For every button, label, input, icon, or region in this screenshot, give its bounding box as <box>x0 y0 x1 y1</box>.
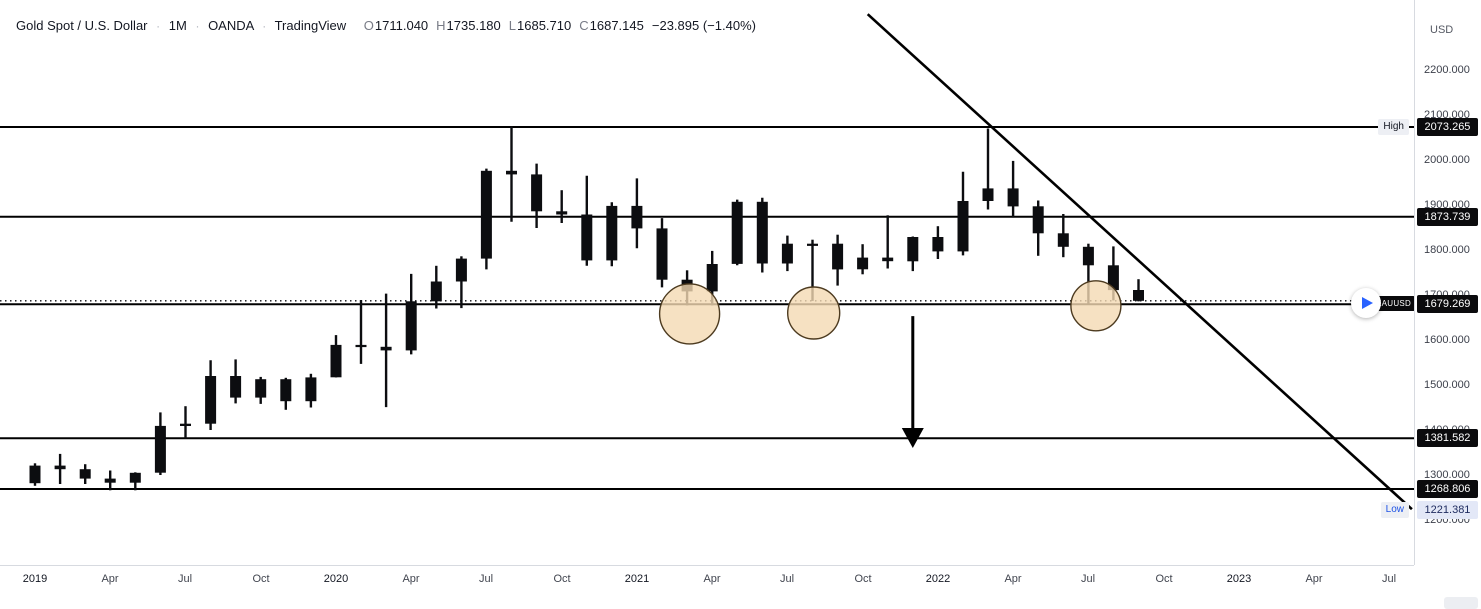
time-tick-label: 2021 <box>624 573 650 585</box>
time-tick-label: 2020 <box>323 573 349 585</box>
low-value: 1685.710 <box>517 18 572 33</box>
price-line-badge[interactable]: 1381.582 <box>1417 429 1478 447</box>
open-key: O <box>363 18 374 33</box>
currency-label: USD <box>1430 24 1454 36</box>
axis-corner <box>1415 566 1481 609</box>
close-value: 1687.145 <box>589 18 644 33</box>
price-tick-label: 1800.000 <box>1424 244 1470 256</box>
time-tick-label: Apr <box>1305 573 1323 585</box>
time-tick-label: Jul <box>177 573 193 585</box>
legend-separator: · <box>262 19 267 33</box>
price-line-tag[interactable]: High <box>1378 119 1409 135</box>
change-value: −23.895 (−1.40%) <box>651 18 756 33</box>
close-key: C <box>579 18 589 33</box>
time-tick-label: Jul <box>1381 573 1397 585</box>
time-axis[interactable]: 2019 Apr Jul Oct 2020 Apr Jul Oct 2021 Apr Jul Oct 2… <box>0 565 1414 608</box>
time-tick-label: Oct <box>854 573 872 585</box>
price-tick-label: 2000.000 <box>1424 154 1470 166</box>
price-chart[interactable]: Gold Spot / U.S. Dollar · 1M · OANDA · T… <box>0 0 1414 565</box>
ellipse-annotation[interactable] <box>787 286 841 340</box>
ohlc-values: O1711.040 H1735.180 L1685.710 C1687.145 −23.… <box>356 18 756 33</box>
price-line-tag[interactable]: Low <box>1380 502 1409 518</box>
open-value: 1711.040 <box>374 18 429 33</box>
price-line-badge[interactable]: 1679.269 <box>1417 295 1478 313</box>
trendline[interactable] <box>866 13 1413 511</box>
brand-label: TradingView <box>274 18 347 33</box>
price-tick-label: 1500.000 <box>1424 379 1470 391</box>
price-axis[interactable]: USD 2200.000 2100.000 2000.000 1900.000 1800… <box>1414 0 1481 565</box>
time-tick-label: Jul <box>478 573 494 585</box>
time-tick-label: Apr <box>402 573 420 585</box>
price-tick-label: 1300.000 <box>1424 469 1470 481</box>
play-button[interactable] <box>1351 288 1381 318</box>
time-tick-label: Apr <box>703 573 721 585</box>
low-key: L <box>508 18 517 33</box>
symbol-price-tag: XAUUSD <box>1372 296 1414 311</box>
high-key: H <box>436 18 446 33</box>
candlestick-series[interactable] <box>29 126 1145 491</box>
time-tick-label: Oct <box>1155 573 1173 585</box>
exchange-label: OANDA <box>208 18 254 33</box>
play-icon <box>1362 297 1373 309</box>
time-tick-label: Oct <box>252 573 270 585</box>
price-line-badge[interactable]: 1873.739 <box>1417 208 1478 226</box>
chart-legend: Gold Spot / U.S. Dollar · 1M · OANDA · T… <box>16 18 756 33</box>
legend-separator: · <box>195 19 200 33</box>
high-value: 1735.180 <box>446 18 501 33</box>
price-tick-label: 1600.000 <box>1424 334 1470 346</box>
price-tick-label: 2200.000 <box>1424 64 1470 76</box>
price-line-badge[interactable]: 1268.806 <box>1417 480 1478 498</box>
replay-control: XAUUSD <box>1351 288 1414 319</box>
time-tick-label: 2023 <box>1226 573 1252 585</box>
time-tick-label: Oct <box>553 573 571 585</box>
time-tick-label: Apr <box>101 573 119 585</box>
time-tick-label: 2022 <box>925 573 951 585</box>
time-tick-label: Jul <box>779 573 795 585</box>
price-line-badge[interactable]: 2073.265 <box>1417 118 1478 136</box>
price-line-badge[interactable]: 1221.381 <box>1417 501 1478 519</box>
ellipse-annotation[interactable] <box>658 283 721 345</box>
down-arrow-annotation[interactable] <box>901 316 924 448</box>
interval-label[interactable]: 1M <box>168 18 187 33</box>
legend-separator: · <box>156 19 161 33</box>
time-tick-label: 2019 <box>22 573 48 585</box>
chart-canvas[interactable] <box>0 0 1414 565</box>
time-tick-label: Apr <box>1004 573 1022 585</box>
axis-corner-button[interactable] <box>1444 597 1478 609</box>
ellipse-annotation[interactable] <box>1070 280 1122 332</box>
symbol-title[interactable]: Gold Spot / U.S. Dollar <box>16 18 148 33</box>
time-tick-label: Jul <box>1080 573 1096 585</box>
